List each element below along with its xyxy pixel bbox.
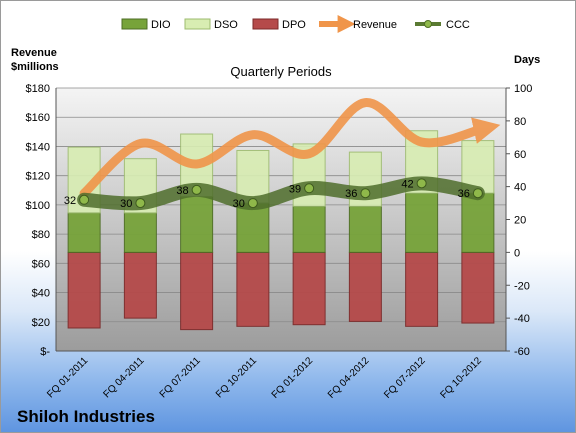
legend-swatch-dpo bbox=[252, 18, 279, 30]
category-label: FQ 10-2011 bbox=[214, 355, 259, 400]
ccc-data-label: 38 bbox=[176, 185, 188, 197]
legend-label-dpo: DPO bbox=[282, 19, 306, 31]
category-label: FQ 01-2012 bbox=[270, 355, 316, 401]
bar-dio bbox=[236, 202, 270, 253]
category-label: FQ 07-2011 bbox=[158, 355, 203, 400]
ccc-data-label: 42 bbox=[401, 178, 413, 190]
left-tick-label: $40 bbox=[32, 288, 50, 300]
left-tick-label: $100 bbox=[26, 200, 50, 212]
revenue-line bbox=[79, 98, 501, 198]
right-tick-label: -20 bbox=[514, 280, 530, 292]
ccc-data-label: 30 bbox=[233, 198, 245, 210]
left-tick-label: $- bbox=[40, 346, 50, 358]
category-label: FQ 07-2012 bbox=[382, 355, 428, 401]
bar-dio bbox=[67, 212, 101, 253]
right-tick-label: -40 bbox=[514, 313, 530, 325]
ccc-data-label: 32 bbox=[64, 195, 76, 207]
ccc-point bbox=[416, 178, 427, 189]
bar-dio bbox=[123, 212, 157, 253]
ccc-point bbox=[135, 198, 146, 209]
ccc-point bbox=[79, 194, 90, 205]
category-label: FQ 04-2012 bbox=[326, 355, 372, 401]
chart-title: Quarterly Periods bbox=[230, 64, 332, 79]
left-axis-label-line2: $millions bbox=[11, 61, 59, 73]
left-tick-label: $160 bbox=[26, 112, 50, 124]
bar-dpo bbox=[180, 251, 214, 331]
left-tick-label: $20 bbox=[32, 317, 50, 329]
ccc-point bbox=[247, 198, 258, 209]
left-tick-label: $140 bbox=[26, 141, 50, 153]
ccc-data-label: 30 bbox=[120, 198, 132, 210]
category-label: FQ 01-2011 bbox=[45, 355, 90, 400]
legend-label-dso: DSO bbox=[214, 19, 238, 31]
left-tick-label: $120 bbox=[26, 171, 50, 183]
left-axis-label-line1: Revenue bbox=[11, 47, 57, 59]
legend-label-revenue: Revenue bbox=[353, 19, 397, 31]
bar-dpo bbox=[123, 251, 157, 319]
right-axis-label: Days bbox=[514, 54, 540, 66]
ccc-point bbox=[304, 183, 315, 194]
right-tick-label: 60 bbox=[514, 149, 526, 161]
legend-label-dio: DIO bbox=[151, 19, 171, 31]
bar-dio bbox=[405, 192, 439, 253]
bar-dio bbox=[292, 205, 326, 253]
plot-area bbox=[56, 88, 506, 351]
legend-marker-ccc bbox=[424, 20, 432, 28]
bar-dpo bbox=[292, 251, 326, 326]
bar-dpo bbox=[461, 251, 495, 324]
ccc-point bbox=[472, 188, 483, 199]
right-tick-label: 80 bbox=[514, 116, 526, 128]
left-tick-label: $60 bbox=[32, 258, 50, 270]
right-tick-label: 40 bbox=[514, 182, 526, 194]
ccc-data-label: 36 bbox=[458, 188, 470, 200]
company-name: Shiloh Industries bbox=[17, 407, 155, 426]
category-label: FQ 10-2012 bbox=[438, 355, 484, 401]
right-tick-label: 0 bbox=[514, 247, 520, 259]
bar-dio bbox=[461, 192, 495, 253]
bar-dio bbox=[180, 195, 214, 253]
bar-dpo bbox=[67, 251, 101, 329]
bar-dso bbox=[236, 149, 270, 204]
left-tick-label: $180 bbox=[26, 83, 50, 95]
bar-dpo bbox=[236, 251, 270, 327]
category-label: FQ 04-2011 bbox=[102, 355, 147, 400]
bar-dpo bbox=[348, 251, 382, 322]
legend-label-ccc: CCC bbox=[446, 19, 470, 31]
left-tick-label: $80 bbox=[32, 229, 50, 241]
right-tick-label: 20 bbox=[514, 215, 526, 227]
bar-dpo bbox=[405, 251, 439, 327]
ccc-point bbox=[191, 184, 202, 195]
legend: DIO DSO DPO Revenue CCC bbox=[121, 15, 470, 33]
ccc-data-label: 36 bbox=[345, 188, 357, 200]
bar-dio bbox=[348, 205, 382, 253]
right-tick-label: -60 bbox=[514, 346, 530, 358]
ccc-data-label: 39 bbox=[289, 183, 301, 195]
legend-swatch-dio bbox=[121, 18, 148, 30]
legend-swatch-dso bbox=[184, 18, 211, 30]
right-tick-label: 100 bbox=[514, 83, 532, 95]
ccc-point bbox=[360, 188, 371, 199]
